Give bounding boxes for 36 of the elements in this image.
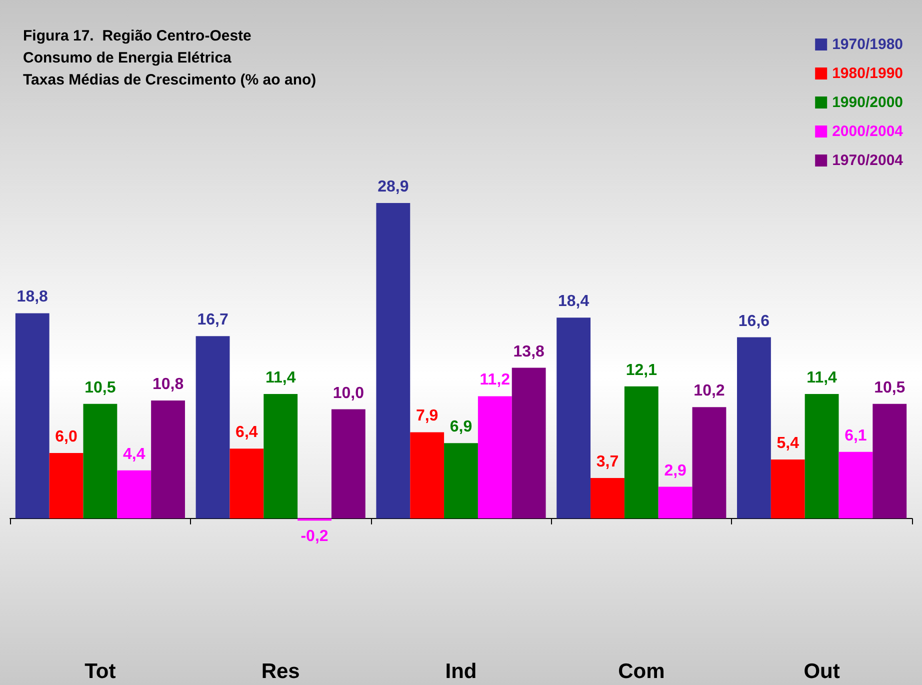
data-label: 10,0 <box>332 384 364 402</box>
data-label: 13,8 <box>513 343 544 360</box>
data-label: 10,2 <box>694 382 725 400</box>
legend-label: 1970/2004 <box>832 152 904 169</box>
data-label: 11,4 <box>265 370 296 387</box>
data-label: 12,1 <box>626 362 658 379</box>
data-label: 11,2 <box>480 372 510 389</box>
x-tick-label: Res <box>261 660 300 683</box>
legend-label: 1990/2000 <box>832 94 903 111</box>
data-label: 6,4 <box>236 424 258 442</box>
data-label: 18,4 <box>558 293 590 310</box>
data-label: 10,5 <box>874 379 906 396</box>
data-label: 16,6 <box>738 312 770 330</box>
data-label: 6,9 <box>450 418 472 436</box>
x-tick-label: Ind <box>445 660 477 683</box>
legend-label: 1970/1980 <box>832 36 903 53</box>
data-label: 5,4 <box>776 434 800 452</box>
legend-label: 2000/2004 <box>832 123 904 140</box>
data-label: 18,8 <box>16 288 48 306</box>
data-label: 6,0 <box>55 428 78 446</box>
x-tick-label: Tot <box>84 660 116 683</box>
data-label: 11,4 <box>806 370 838 387</box>
data-label: 16,7 <box>197 312 228 329</box>
data-label: 3,7 <box>596 454 619 471</box>
data-label: 10,5 <box>84 379 116 396</box>
chart-title: Figura 17. Região Centro-Oeste Consumo de Energia Elétrica Taxas Médias de Crescimento (% ao ano) <box>23 28 316 88</box>
data-label: 2,9 <box>664 462 687 480</box>
data-label: 7,9 <box>416 408 438 425</box>
x-tick-label: Out <box>804 660 840 683</box>
data-label: -0,2 <box>300 528 328 546</box>
data-label: 6,1 <box>844 427 867 444</box>
data-label: 10,8 <box>152 376 184 394</box>
data-label: 28,9 <box>378 178 409 196</box>
x-tick-label: Com <box>618 660 665 683</box>
data-label: 4,4 <box>122 446 146 463</box>
legend-label: 1980/1990 <box>832 65 903 82</box>
